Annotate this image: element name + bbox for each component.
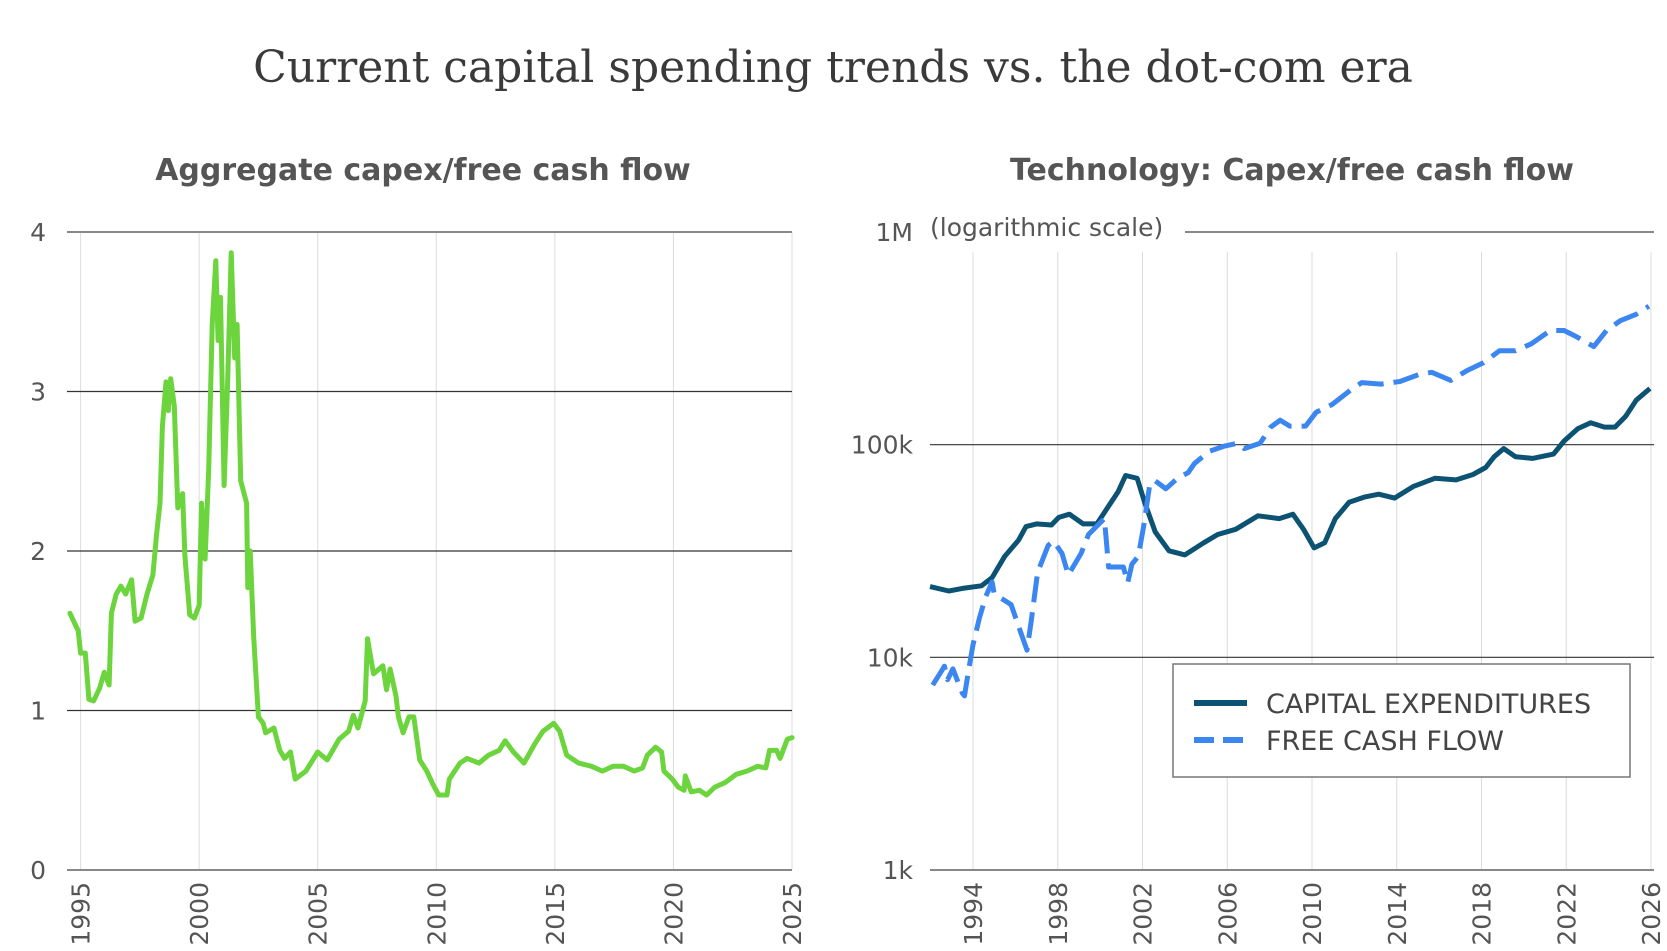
free-cash-flow-line: [930, 304, 1651, 699]
x-tick-label: 2018: [1468, 882, 1497, 946]
left-chart: 1995 2000 2005 2010 2015 2020 2025 0 1 2 3 4: [30, 218, 807, 946]
x-tick-label: 1998: [1044, 882, 1073, 946]
figure-title: Current capital spending trends vs. the …: [253, 42, 1413, 93]
x-tick-label: 2000: [185, 882, 214, 946]
right-chart: 1994 1998 2002 2006 2010 2014 2018 2022 2026 1k 10…: [851, 218, 1666, 946]
legend-label-capex: CAPITAL EXPENDITURES: [1266, 689, 1591, 720]
aggregate-capex-fcf-line: [67, 250, 795, 798]
y-tick-label: 1k: [883, 856, 914, 885]
x-tick-label: 2020: [659, 882, 688, 946]
y-tick-label: 1: [30, 697, 46, 726]
legend-box: [1172, 663, 1631, 778]
x-tick-label: 2006: [1213, 882, 1242, 946]
x-tick-label: 2005: [304, 882, 333, 946]
y-tick-label: 2: [30, 537, 46, 566]
x-tick-label: 2002: [1129, 882, 1158, 946]
right-chart-title: Technology: Capex/free cash flow: [1010, 153, 1574, 188]
y-tick-label: 10k: [867, 643, 914, 672]
x-tick-label: 2010: [1298, 882, 1327, 946]
x-tick-label: 2010: [422, 882, 451, 946]
capital-expenditures-line: [929, 386, 1652, 594]
x-tick-label: 2022: [1552, 882, 1581, 946]
x-tick-label: 2026: [1637, 882, 1666, 946]
legend-label-fcf: FREE CASH FLOW: [1266, 726, 1504, 757]
x-tick-label: 2014: [1383, 882, 1412, 946]
y-tick-label: 0: [30, 856, 46, 885]
y-tick-label: 3: [30, 378, 46, 407]
y-tick-label: 100k: [851, 431, 914, 460]
left-chart-title: Aggregate capex/free cash flow: [155, 153, 691, 188]
y-tick-label: 4: [30, 218, 46, 247]
x-tick-label: 1994: [959, 882, 988, 946]
x-tick-label: 2015: [541, 882, 570, 946]
x-tick-label: 2025: [778, 882, 807, 946]
log-scale-note: (logarithmic scale): [930, 213, 1163, 242]
x-tick-label: 1995: [67, 882, 96, 946]
legend: CAPITAL EXPENDITURES FREE CASH FLOW: [1172, 663, 1631, 778]
y-tick-label: 1M: [876, 218, 913, 247]
